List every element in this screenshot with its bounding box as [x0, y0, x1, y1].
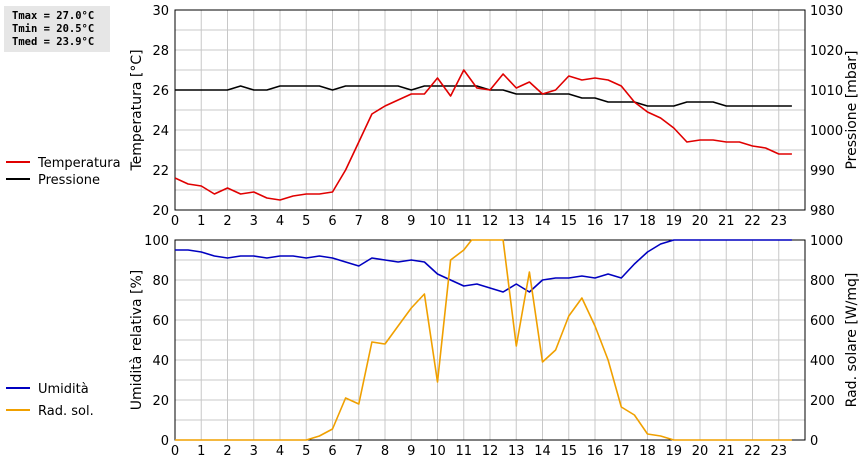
temperature-pressure-chart: 0 1 2 3 4 5 6 7 8 9 10 11 12 13 14 15 16 17 18 19 20 21 22 2320… — [129, 4, 860, 229]
x-tick-label: 18 — [639, 214, 656, 229]
humidity-line — [175, 239, 792, 293]
x-tick-label: 3 — [250, 214, 258, 229]
x-tick-label: 0 — [171, 444, 179, 459]
y-tick-label-left: 20 — [152, 204, 169, 219]
y-tick-label-left: 24 — [152, 124, 169, 139]
x-tick-label: 19 — [665, 214, 682, 229]
stats-box: Tmax = 27.0°C Tmin = 20.5°C Tmed = 23.9°… — [4, 6, 110, 52]
y-tick-label-left: 40 — [152, 354, 169, 369]
tmax-text: Tmax = 27.0°C — [12, 10, 95, 22]
legend-pressure-label: Pressione — [38, 173, 100, 188]
radiation-line — [175, 239, 792, 441]
x-tick-label: 20 — [692, 444, 709, 459]
x-tick-label: 15 — [560, 444, 577, 459]
x-tick-label: 11 — [455, 444, 472, 459]
y-tick-label-right: 200 — [810, 394, 835, 409]
y-tick-label-left: 0 — [161, 434, 169, 449]
x-tick-label: 21 — [718, 444, 735, 459]
x-tick-label: 2 — [223, 214, 231, 229]
y-tick-label-right: 1000 — [810, 124, 843, 139]
x-tick-label: 15 — [560, 214, 577, 229]
legend-humidity-label: Umidità — [38, 382, 89, 397]
x-tick-label: 22 — [744, 444, 761, 459]
y-tick-label-left: 26 — [152, 84, 169, 99]
x-tick-label: 4 — [276, 444, 284, 459]
x-tick-label: 7 — [355, 444, 363, 459]
y-tick-label-left: 80 — [152, 274, 169, 289]
y-axis-title-right: Pressione [mbar] — [844, 50, 860, 169]
y-tick-label-left: 20 — [152, 394, 169, 409]
y-tick-label-left: 100 — [144, 234, 169, 249]
y-tick-label-right: 600 — [810, 314, 835, 329]
x-tick-label: 12 — [482, 444, 499, 459]
y-tick-label-right: 1010 — [810, 84, 843, 99]
x-tick-label: 6 — [328, 214, 336, 229]
y-axis-title-right: Rad. solare [W/mq] — [844, 273, 860, 408]
pressure-line — [175, 85, 792, 107]
x-tick-label: 2 — [223, 444, 231, 459]
y-tick-label-right: 400 — [810, 354, 835, 369]
legend-top: Temperatura Pressione — [6, 156, 121, 188]
x-tick-label: 13 — [508, 214, 525, 229]
x-tick-label: 1 — [197, 444, 205, 459]
temperature-line — [175, 69, 792, 201]
x-tick-label: 10 — [429, 444, 446, 459]
humidity-radiation-chart: 0 1 2 3 4 5 6 7 8 9 10 11 12 13 14 15 16 17 18 19 20 21 22 2302… — [129, 234, 860, 459]
x-tick-label: 5 — [302, 214, 310, 229]
y-tick-label-right: 1020 — [810, 44, 843, 59]
y-tick-label-left: 30 — [152, 4, 169, 19]
legend-radiation-label: Rad. sol. — [38, 404, 94, 419]
x-tick-label: 23 — [770, 444, 787, 459]
x-tick-label: 5 — [302, 444, 310, 459]
x-tick-label: 7 — [355, 214, 363, 229]
y-tick-label-right: 0 — [810, 434, 818, 449]
y-tick-label-right: 1000 — [810, 234, 843, 249]
y-tick-label-left: 60 — [152, 314, 169, 329]
y-tick-label-left: 28 — [152, 44, 169, 59]
x-tick-label: 16 — [587, 214, 604, 229]
y-tick-label-right: 1030 — [810, 4, 843, 19]
legend-bottom: Umidità Rad. sol. — [6, 382, 94, 419]
tmin-text: Tmin = 20.5°C — [12, 23, 95, 35]
x-tick-label: 10 — [429, 214, 446, 229]
x-tick-label: 18 — [639, 444, 656, 459]
legend-temperature-label: Temperatura — [37, 156, 121, 171]
x-tick-label: 17 — [613, 214, 630, 229]
x-tick-label: 11 — [455, 214, 472, 229]
y-axis-title-left: Umidità relativa [%] — [129, 270, 145, 411]
x-tick-label: 3 — [250, 444, 258, 459]
x-tick-label: 9 — [407, 214, 415, 229]
x-tick-label: 23 — [770, 214, 787, 229]
y-tick-label-right: 990 — [810, 164, 835, 179]
x-tick-label: 8 — [381, 444, 389, 459]
x-tick-label: 14 — [534, 444, 551, 459]
x-tick-label: 20 — [692, 214, 709, 229]
x-tick-label: 8 — [381, 214, 389, 229]
x-tick-label: 13 — [508, 444, 525, 459]
y-tick-label-right: 980 — [810, 204, 835, 219]
x-tick-label: 14 — [534, 214, 551, 229]
x-tick-label: 1 — [197, 214, 205, 229]
y-axis-title-left: Temperatura [°C] — [129, 49, 145, 171]
plot-frame — [174, 9, 806, 211]
x-tick-label: 21 — [718, 214, 735, 229]
x-tick-label: 9 — [407, 444, 415, 459]
y-tick-label-right: 800 — [810, 274, 835, 289]
x-tick-label: 17 — [613, 444, 630, 459]
x-tick-label: 12 — [482, 214, 499, 229]
x-tick-label: 16 — [587, 444, 604, 459]
y-tick-label-left: 22 — [152, 164, 169, 179]
x-tick-label: 22 — [744, 214, 761, 229]
x-tick-label: 4 — [276, 214, 284, 229]
x-tick-label: 6 — [328, 444, 336, 459]
x-tick-label: 19 — [665, 444, 682, 459]
tmed-text: Tmed = 23.9°C — [12, 36, 95, 48]
x-tick-label: 0 — [171, 214, 179, 229]
